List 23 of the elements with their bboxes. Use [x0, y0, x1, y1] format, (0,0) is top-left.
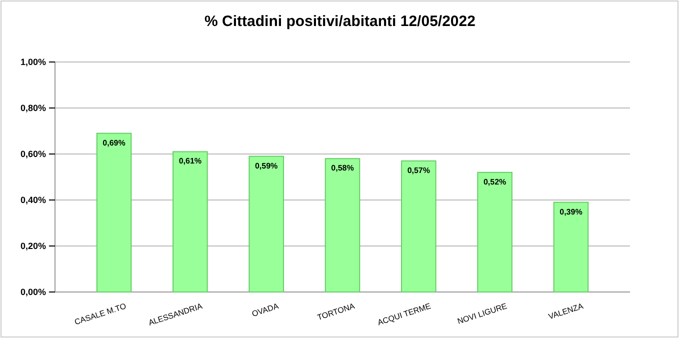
- y-tick-label: 0,00%: [20, 286, 46, 297]
- x-tick-label: ACQUI TERME: [376, 302, 432, 328]
- y-tick-label: 0,80%: [20, 102, 46, 113]
- chart-title: % Cittadini positivi/abitanti 12/05/2022: [204, 13, 476, 30]
- bar: [248, 156, 284, 292]
- data-label: 0,52%: [483, 177, 506, 186]
- y-tick-label: 1,00%: [20, 56, 46, 67]
- y-tick-label: 0,20%: [20, 240, 46, 251]
- bar: [96, 132, 132, 292]
- data-label: 0,39%: [560, 207, 582, 216]
- data-label: 0,59%: [254, 161, 278, 170]
- data-label: 0,57%: [407, 166, 430, 175]
- bar: [477, 172, 512, 292]
- y-tick-label: 0,60%: [20, 148, 46, 159]
- data-label: 0,61%: [178, 156, 202, 166]
- bar: [324, 158, 360, 292]
- bar: [172, 151, 208, 292]
- y-tick-label: 0,40%: [20, 194, 46, 205]
- data-label: 0,69%: [102, 138, 126, 148]
- bar: [553, 202, 589, 292]
- bar: [401, 160, 436, 292]
- data-label: 0,58%: [331, 164, 354, 173]
- x-tick-label: OVADA: [250, 301, 280, 319]
